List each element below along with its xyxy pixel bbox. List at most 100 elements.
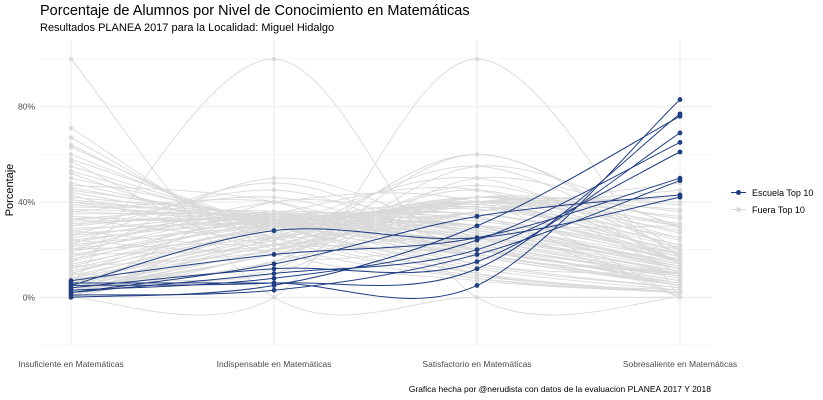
data-point (474, 247, 480, 253)
series-line (70, 177, 681, 289)
data-point (68, 237, 74, 243)
data-point (474, 283, 480, 288)
data-point (677, 271, 683, 276)
series-line (70, 206, 681, 255)
data-point (677, 97, 683, 102)
y-tick-label: 0% (23, 292, 36, 302)
data-point (271, 235, 277, 240)
series-line (70, 146, 681, 294)
data-point (677, 178, 683, 183)
data-point (68, 264, 74, 269)
data-point (474, 266, 480, 272)
series-line (70, 213, 681, 263)
data-point (271, 195, 277, 200)
series-line (70, 184, 681, 291)
data-point (68, 223, 74, 229)
y-tick-label: 80% (18, 102, 35, 112)
data-point (68, 176, 74, 181)
data-point (271, 180, 277, 186)
series-line (70, 196, 681, 286)
data-point (68, 242, 74, 248)
series-line (70, 210, 681, 298)
data-point (474, 213, 480, 219)
data-point (68, 216, 74, 221)
series-line (70, 192, 681, 298)
data-point (271, 295, 277, 300)
data-point (677, 242, 683, 248)
data-point (271, 176, 277, 181)
data-point (474, 176, 480, 181)
series-line (70, 161, 681, 286)
series-line (70, 177, 681, 282)
series-line (70, 199, 681, 274)
series-line (70, 165, 681, 294)
data-point (68, 259, 74, 264)
data-point (68, 283, 74, 288)
series-line (70, 151, 681, 294)
data-point (677, 149, 683, 155)
data-point (474, 252, 480, 257)
data-point (677, 130, 683, 136)
chart-caption: Grafica hecha por @nerudista con datos d… (408, 384, 711, 394)
data-point (68, 192, 74, 198)
data-point (68, 152, 74, 157)
data-point (68, 278, 74, 284)
data-point (677, 113, 683, 119)
legend-key-icon (730, 205, 747, 215)
data-point (677, 261, 683, 267)
data-point (271, 275, 277, 281)
data-point (677, 247, 683, 252)
data-point (677, 287, 683, 293)
x-tick-label: Sobresaliente en Matemáticas (623, 359, 737, 369)
x-tick-label: Indispensable en Matemáticas (217, 359, 332, 369)
data-point (271, 199, 277, 205)
data-point (271, 287, 277, 293)
chart-title: Porcentaje de Alumnos por Nivel de Conoc… (40, 3, 470, 19)
data-point (474, 164, 480, 169)
data-point (271, 56, 277, 62)
series-line (70, 58, 681, 316)
series-line (70, 142, 681, 291)
data-point (271, 271, 277, 276)
data-point (68, 271, 74, 276)
data-point (677, 295, 683, 300)
data-point (474, 295, 480, 300)
data-point (271, 261, 277, 267)
legend-item-fuera-top-10[interactable]: Fuera Top 10 (730, 201, 813, 218)
data-point (474, 235, 480, 241)
series-line (70, 58, 680, 316)
data-point (677, 235, 683, 240)
data-point (271, 211, 277, 217)
data-point (271, 223, 277, 229)
chart-subtitle: Resultados PLANEA 2017 para la Localidad… (40, 22, 335, 34)
data-point (271, 252, 277, 257)
axis-ticks: 0% 40% 80% Insuficiente en Matemáticas Indis… (18, 102, 737, 369)
series-line (70, 180, 681, 296)
series-line (70, 196, 681, 294)
series-line (70, 201, 681, 286)
series-line (70, 194, 681, 274)
series-line (70, 182, 681, 274)
data-point (68, 290, 74, 295)
data-point (677, 199, 683, 205)
legend-item-escuela-top-10[interactable]: Escuela Top 10 (730, 184, 813, 201)
data-point (271, 216, 277, 221)
legend-key-icon (730, 188, 747, 198)
data-point (474, 223, 480, 229)
data-point (677, 192, 683, 198)
series-line (70, 201, 681, 263)
data-point (474, 271, 480, 276)
series-line (70, 218, 681, 270)
data-point (474, 228, 480, 233)
data-point (68, 159, 74, 164)
data-point (474, 187, 480, 193)
data-point (474, 204, 480, 209)
data-point (271, 283, 277, 288)
data-point (677, 223, 683, 229)
series-line (70, 113, 681, 286)
series-escuela-top-10 (68, 97, 683, 300)
legend-label: Escuela Top 10 (752, 187, 814, 198)
data-point (68, 164, 74, 169)
data-point (68, 56, 74, 62)
